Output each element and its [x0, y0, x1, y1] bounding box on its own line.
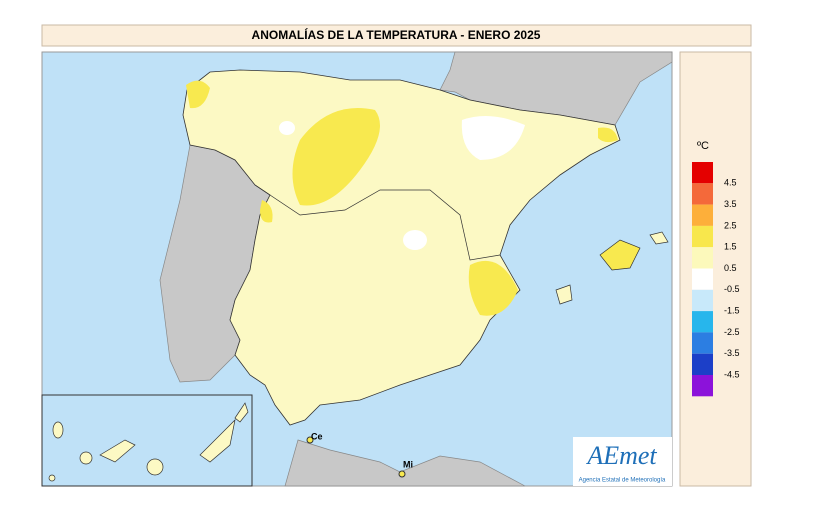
legend-swatch [692, 375, 713, 397]
legend-swatch [692, 268, 713, 290]
legend-panel [679, 51, 752, 487]
map: Ce Mi [41, 51, 673, 487]
legend-tick-label: 2.5 [724, 220, 737, 230]
legend-tick-label: 4.5 [724, 178, 737, 188]
logo: AEmet Agencia Estatal de Meteorología [573, 437, 672, 486]
logo-subtitle: Agencia Estatal de Meteorología [579, 478, 666, 484]
legend-unit: ºC [697, 140, 709, 152]
legend: 4.5 3.5 2.5 1.5 0.5 -0.5 -1.5 -2.5 -3.5 -4.5 [692, 162, 740, 397]
legend-swatch [692, 204, 713, 226]
legend-swatch [692, 289, 713, 312]
legend-tick-label: -3.5 [724, 348, 740, 358]
legend-tick-label: -0.5 [724, 284, 740, 294]
legend-tick-label: 3.5 [724, 199, 737, 209]
legend-tick-label: -1.5 [724, 305, 740, 315]
title: ANOMALÍAS DE LA TEMPERATURA - ENERO 2025 [252, 27, 541, 42]
legend-swatch [692, 332, 713, 354]
legend-tick-label: 0.5 [724, 263, 737, 273]
legend-tick-label: 1.5 [724, 242, 737, 252]
legend-swatch [692, 162, 713, 184]
legend-swatch [692, 183, 713, 205]
logo-name: AEmet [585, 441, 657, 470]
title-bar [41, 24, 752, 47]
city-label: Ce [311, 431, 323, 441]
legend-swatch [692, 247, 713, 269]
legend-tick-label: -4.5 [724, 369, 740, 379]
legend-swatch [692, 311, 713, 333]
legend-tick-label: -2.5 [724, 327, 740, 337]
city-label: Mi [403, 459, 413, 469]
legend-swatch [692, 353, 713, 375]
legend-swatch [692, 225, 713, 248]
